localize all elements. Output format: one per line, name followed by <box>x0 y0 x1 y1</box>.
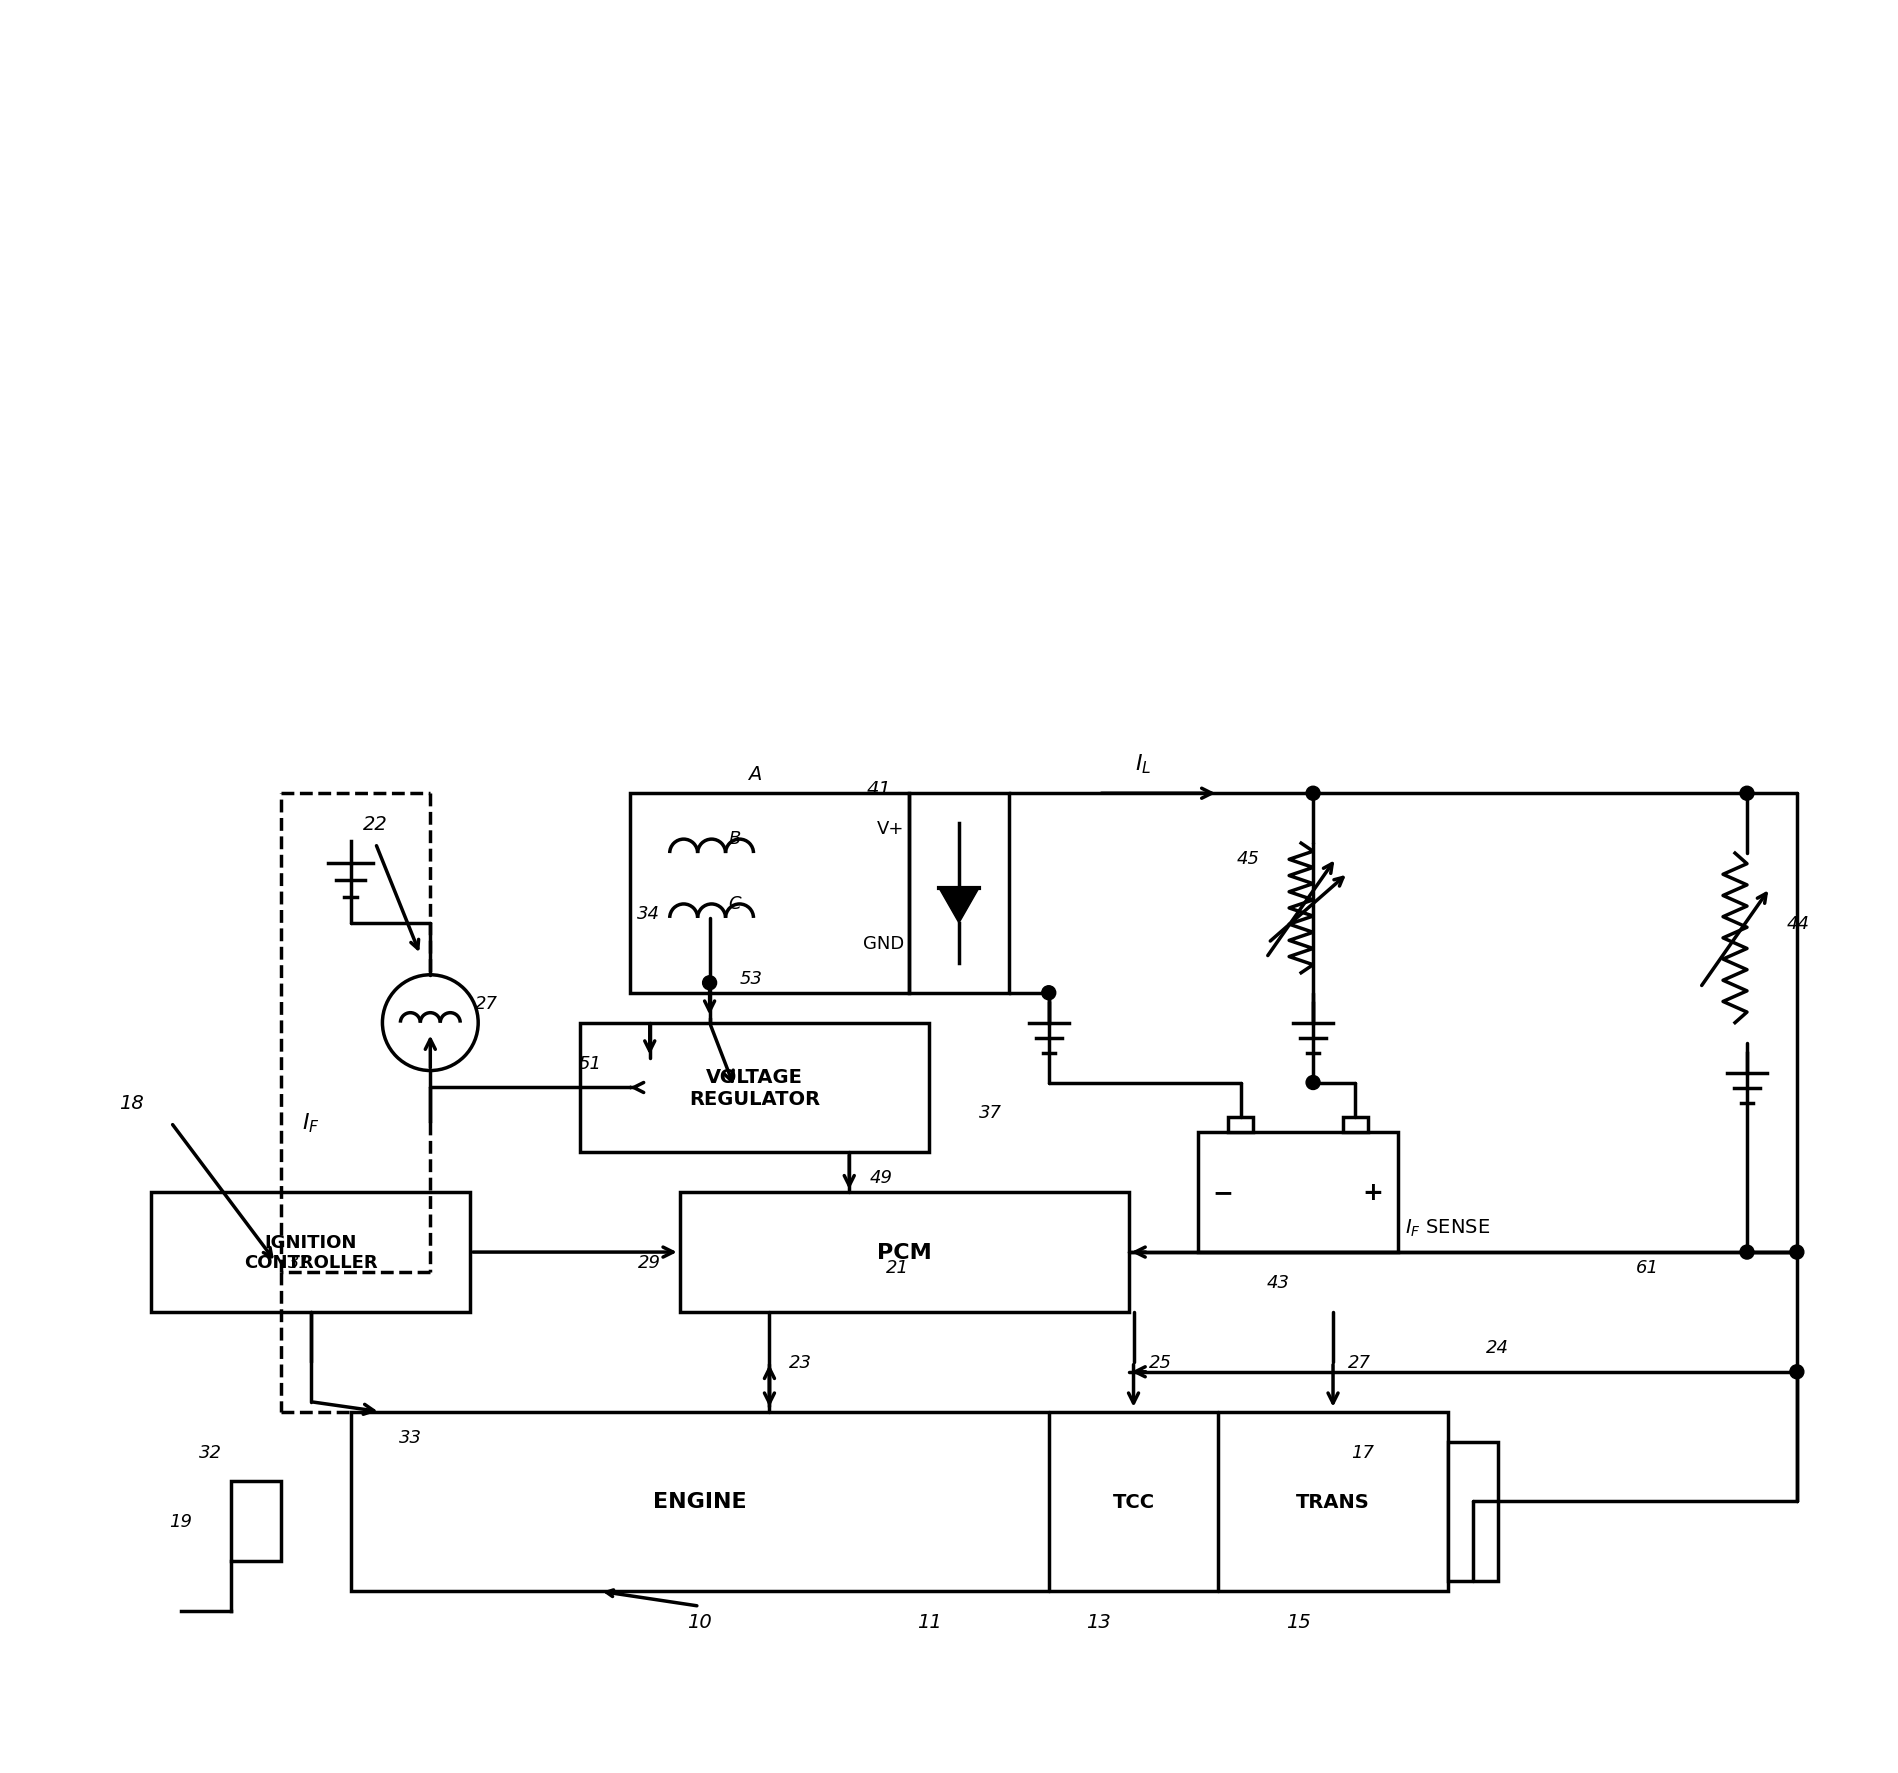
Text: +: + <box>1363 1181 1384 1204</box>
Text: 44: 44 <box>1786 915 1811 933</box>
Circle shape <box>1740 787 1754 801</box>
Text: 31: 31 <box>288 1254 311 1271</box>
Text: 17: 17 <box>1351 1443 1374 1461</box>
Text: 32: 32 <box>199 1443 222 1461</box>
Text: $I_L$: $I_L$ <box>1135 752 1152 775</box>
Text: 18: 18 <box>120 1094 144 1112</box>
Text: 45: 45 <box>1237 849 1260 867</box>
Text: VOLTAGE
REGULATOR: VOLTAGE REGULATOR <box>689 1067 820 1108</box>
Text: V+: V+ <box>877 819 903 837</box>
Bar <box>679 1193 1129 1312</box>
Polygon shape <box>940 888 979 924</box>
Text: 41: 41 <box>867 780 892 798</box>
Text: PCM: PCM <box>877 1243 932 1262</box>
Text: 21: 21 <box>886 1259 909 1277</box>
Text: 29: 29 <box>638 1254 661 1271</box>
Text: C: C <box>729 894 740 913</box>
Text: 11: 11 <box>917 1612 941 1631</box>
Text: $I_F$: $I_F$ <box>302 1112 319 1135</box>
Text: 27: 27 <box>474 995 497 1012</box>
Bar <box>1198 1133 1397 1252</box>
Circle shape <box>702 977 717 989</box>
Text: IGNITION
CONTROLLER: IGNITION CONTROLLER <box>243 1232 378 1271</box>
Circle shape <box>1740 1245 1754 1259</box>
Text: 22: 22 <box>363 814 387 833</box>
Bar <box>232 1482 281 1562</box>
Circle shape <box>1790 1245 1803 1259</box>
Circle shape <box>1306 787 1321 801</box>
Text: 43: 43 <box>1266 1273 1289 1291</box>
Text: 25: 25 <box>1148 1353 1171 1371</box>
Text: 27: 27 <box>1348 1353 1370 1371</box>
Bar <box>1448 1441 1498 1582</box>
Bar <box>1228 1117 1253 1133</box>
Text: $I_F$ SENSE: $I_F$ SENSE <box>1405 1216 1490 1238</box>
Circle shape <box>1042 986 1055 1000</box>
Bar <box>630 794 909 993</box>
Text: 37: 37 <box>979 1105 1002 1122</box>
Text: 19: 19 <box>169 1512 192 1530</box>
Bar <box>152 1193 471 1312</box>
Text: TCC: TCC <box>1112 1493 1154 1511</box>
Circle shape <box>1306 1076 1321 1090</box>
Bar <box>351 1411 1448 1592</box>
Bar <box>581 1023 928 1152</box>
Text: 13: 13 <box>1086 1612 1110 1631</box>
Text: 51: 51 <box>579 1053 602 1073</box>
Bar <box>909 794 1010 993</box>
Text: 33: 33 <box>399 1427 421 1445</box>
Bar <box>1344 1117 1368 1133</box>
Text: 23: 23 <box>790 1353 812 1371</box>
Text: B: B <box>729 830 740 847</box>
Text: 61: 61 <box>1636 1259 1659 1277</box>
Text: 49: 49 <box>869 1168 892 1186</box>
Text: A: A <box>748 764 761 784</box>
Text: GND: GND <box>864 934 903 952</box>
Text: 15: 15 <box>1285 1612 1310 1631</box>
Text: 34: 34 <box>636 904 661 922</box>
Text: 10: 10 <box>687 1612 712 1631</box>
Circle shape <box>1790 1365 1803 1379</box>
Text: TRANS: TRANS <box>1296 1493 1370 1511</box>
Text: 53: 53 <box>740 970 763 988</box>
Text: ENGINE: ENGINE <box>653 1491 746 1512</box>
Text: 24: 24 <box>1486 1339 1509 1356</box>
Text: −: − <box>1213 1181 1234 1204</box>
